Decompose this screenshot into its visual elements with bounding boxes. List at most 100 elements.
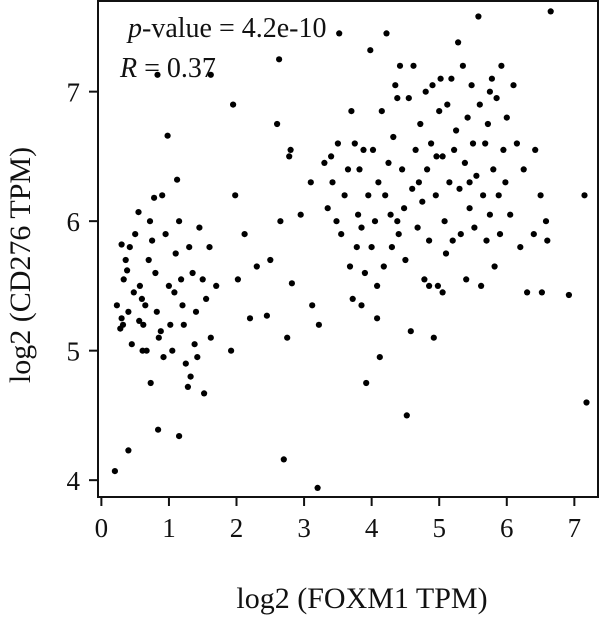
data-point (407, 328, 414, 335)
data-point (341, 192, 348, 199)
data-point (206, 244, 213, 251)
data-point (118, 315, 125, 322)
x-axis-label: log2 (FOXM1 TPM) (236, 582, 487, 615)
data-point (414, 224, 421, 231)
data-point (428, 140, 435, 147)
data-point (309, 302, 316, 309)
data-point (520, 166, 527, 173)
data-point (207, 71, 214, 78)
data-point (466, 179, 473, 186)
data-point (346, 263, 354, 270)
data-point (142, 302, 149, 309)
data-point (228, 347, 235, 354)
data-point (478, 282, 485, 289)
y-tick-label: 5 (67, 337, 81, 367)
data-point (172, 250, 179, 257)
data-point (524, 289, 531, 296)
data-point (174, 176, 181, 183)
data-point (484, 120, 491, 128)
data-point (430, 334, 437, 341)
data-point (453, 127, 460, 134)
data-point (537, 192, 544, 199)
data-point (179, 302, 186, 309)
data-point (507, 211, 514, 218)
data-point (395, 231, 402, 238)
data-point (196, 224, 203, 231)
data-point (419, 198, 426, 205)
data-point (207, 334, 214, 341)
data-point (213, 282, 220, 289)
data-point (139, 347, 146, 354)
data-point (538, 289, 546, 296)
data-point (437, 75, 444, 82)
data-point (119, 321, 127, 328)
data-point (412, 146, 419, 153)
data-point (276, 56, 283, 63)
data-point (369, 146, 377, 153)
data-point (113, 302, 120, 309)
data-point (399, 166, 406, 173)
data-point (111, 468, 118, 475)
data-point (363, 379, 370, 387)
data-point (344, 166, 352, 173)
data-point (436, 108, 443, 115)
data-point (180, 321, 187, 328)
data-point (448, 75, 455, 82)
data-point (421, 276, 428, 283)
points-layer (111, 8, 590, 491)
data-point (288, 280, 295, 287)
data-point (459, 62, 466, 69)
data-point (147, 379, 154, 387)
x-tick-label: 6 (500, 513, 514, 543)
data-point (125, 308, 132, 315)
data-point (314, 484, 321, 491)
data-point (383, 30, 390, 37)
data-point (405, 95, 412, 102)
data-point (145, 256, 152, 264)
data-point (424, 166, 431, 173)
data-point (471, 224, 478, 231)
data-point (500, 146, 507, 153)
data-point (122, 256, 129, 264)
data-point (136, 282, 143, 289)
data-point (581, 192, 588, 199)
data-point (401, 205, 408, 212)
data-point (336, 30, 343, 37)
data-point (155, 426, 162, 433)
data-point (176, 433, 183, 440)
data-point (349, 295, 356, 302)
data-point (135, 209, 142, 216)
data-point (334, 140, 341, 147)
data-point (532, 146, 539, 153)
x-axis-ticks: 0 1 2 3 4 5 6 7 (95, 497, 581, 543)
data-point (426, 237, 433, 244)
data-point (194, 354, 201, 361)
x-tick-label: 2 (230, 513, 244, 543)
data-point (358, 302, 365, 309)
data-point (469, 140, 477, 147)
data-point (132, 231, 139, 238)
data-point (483, 237, 490, 244)
data-point (461, 159, 468, 166)
data-point (374, 315, 381, 322)
data-point (241, 231, 248, 238)
data-point (307, 179, 314, 186)
data-point (433, 153, 440, 160)
data-point (124, 267, 131, 274)
data-point (338, 231, 345, 238)
data-point (328, 153, 335, 160)
data-point (444, 101, 451, 108)
data-point (321, 159, 328, 166)
data-point (463, 276, 470, 283)
data-point (130, 289, 137, 296)
data-point (542, 218, 550, 225)
plot-frame (97, 0, 599, 498)
data-point (234, 276, 241, 283)
p-value-text: -value = 4.2e-10 (142, 13, 327, 44)
data-point (439, 289, 446, 296)
data-point (351, 140, 358, 147)
data-point (396, 62, 404, 69)
data-point (162, 231, 169, 238)
x-tick-label: 4 (365, 513, 379, 543)
